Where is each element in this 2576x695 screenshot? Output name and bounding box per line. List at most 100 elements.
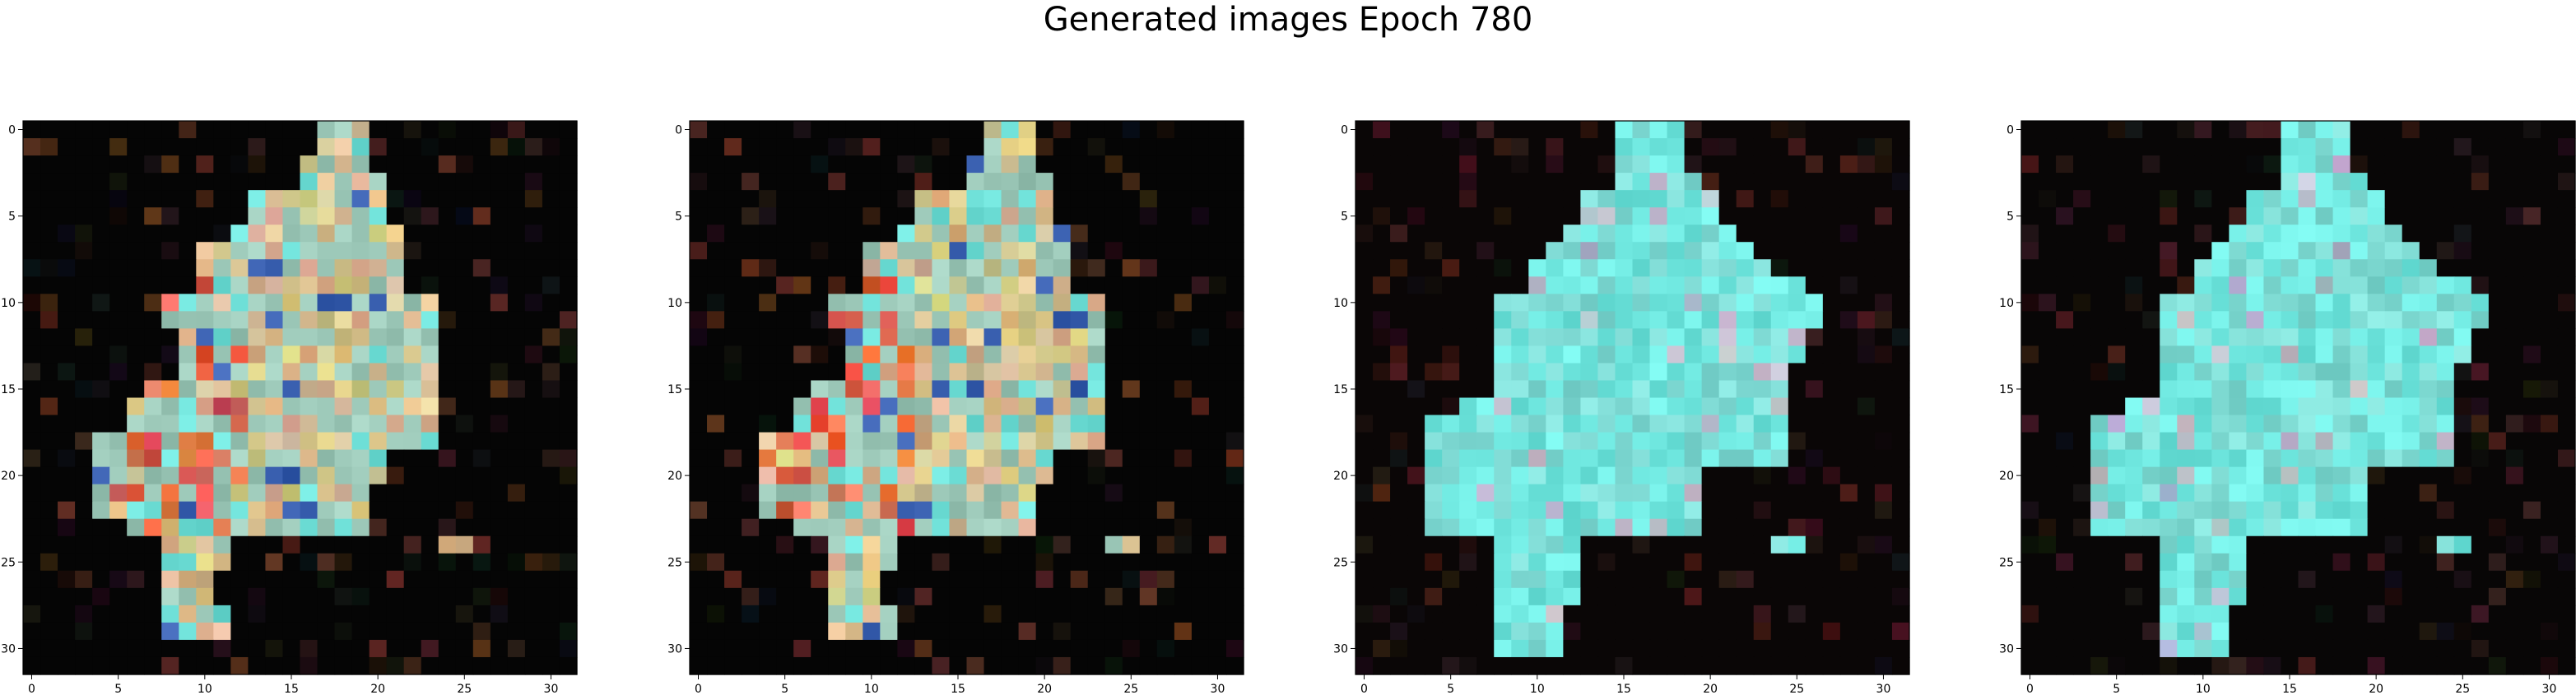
pixel — [1390, 449, 1408, 468]
pixel — [742, 501, 760, 520]
pixel — [351, 259, 370, 277]
pixel — [863, 155, 881, 174]
pixel — [351, 173, 370, 191]
pixel — [490, 363, 509, 382]
pixel — [1373, 587, 1391, 606]
pixel — [300, 138, 319, 156]
pixel — [1425, 622, 1443, 641]
pixel — [1174, 639, 1193, 658]
pixel — [179, 225, 197, 243]
pixel — [2505, 553, 2524, 572]
pixel — [2540, 535, 2559, 554]
pixel — [524, 363, 543, 382]
pixel — [1156, 207, 1175, 225]
pixel — [863, 121, 881, 139]
pixel — [932, 639, 951, 658]
pixel — [2384, 380, 2403, 399]
pixel — [369, 397, 388, 416]
pixel — [472, 259, 491, 277]
pixel — [1718, 363, 1737, 382]
pixel — [845, 328, 863, 347]
pixel — [1191, 155, 1210, 174]
pixel — [1839, 138, 1858, 156]
pixel — [1632, 294, 1651, 312]
pixel — [1373, 553, 1391, 572]
pixel — [880, 294, 898, 312]
pixel — [2557, 380, 2576, 399]
pixel — [2488, 570, 2507, 589]
pixel — [1104, 639, 1123, 658]
pixel — [2263, 294, 2282, 312]
pixel — [1225, 138, 1244, 156]
pixel — [2332, 121, 2351, 139]
pixel — [2540, 605, 2559, 623]
pixel — [542, 345, 560, 364]
pixel — [334, 415, 353, 433]
pixel — [1839, 415, 1858, 433]
pixel — [230, 518, 249, 537]
pixel — [1122, 484, 1141, 503]
pixel — [1018, 345, 1037, 364]
pixel — [2471, 501, 2490, 520]
pixel — [2298, 155, 2317, 174]
pixel — [369, 605, 388, 623]
pixel — [1191, 190, 1210, 208]
x-tick-label: 5 — [114, 683, 122, 695]
pixel — [23, 432, 41, 451]
pixel — [161, 242, 179, 260]
pixel — [1035, 449, 1054, 468]
pixel — [92, 328, 110, 347]
pixel — [1053, 380, 1072, 399]
pixel — [179, 570, 197, 589]
pixel — [386, 466, 405, 485]
pixel — [2142, 553, 2160, 572]
pixel — [1407, 484, 1425, 503]
pixel — [1174, 484, 1193, 503]
pixel — [1035, 380, 1054, 399]
pixel — [58, 345, 76, 364]
pixel — [1425, 294, 1443, 312]
pixel — [1563, 656, 1582, 675]
pixel — [2194, 397, 2212, 416]
pixel — [1442, 311, 1460, 329]
pixel — [983, 138, 1002, 156]
pixel — [2523, 363, 2541, 382]
pixel — [421, 311, 439, 329]
pixel — [1839, 190, 1858, 208]
pixel — [897, 484, 916, 503]
pixel — [1174, 518, 1193, 537]
pixel — [230, 259, 249, 277]
pixel — [2056, 587, 2074, 606]
pixel — [2125, 259, 2143, 277]
pixel — [1632, 587, 1651, 606]
pixel — [40, 345, 58, 364]
pixel — [438, 138, 457, 156]
pixel — [2194, 225, 2212, 243]
pixel — [2229, 380, 2248, 399]
pixel — [196, 484, 214, 503]
pixel — [1770, 380, 1789, 399]
pixel — [1563, 484, 1582, 503]
pixel — [2263, 656, 2282, 675]
x-tick-label: 0 — [2026, 683, 2034, 695]
pixel — [776, 242, 794, 260]
pixel — [1070, 294, 1089, 312]
pixel — [2039, 570, 2057, 589]
pixel — [897, 294, 916, 312]
pixel — [265, 570, 284, 589]
pixel — [2471, 311, 2490, 329]
pixel — [490, 484, 509, 503]
pixel — [369, 328, 388, 347]
pixel — [1156, 501, 1175, 520]
pixel — [109, 397, 128, 416]
pixel — [2557, 449, 2576, 468]
pixel — [40, 535, 58, 554]
pixel — [1225, 207, 1244, 225]
pixel — [811, 570, 829, 589]
pixel — [1701, 518, 1720, 537]
pixel — [144, 276, 162, 294]
pixel — [949, 501, 968, 520]
pixel — [2557, 484, 2576, 503]
pixel — [966, 518, 985, 537]
pixel — [23, 155, 41, 174]
